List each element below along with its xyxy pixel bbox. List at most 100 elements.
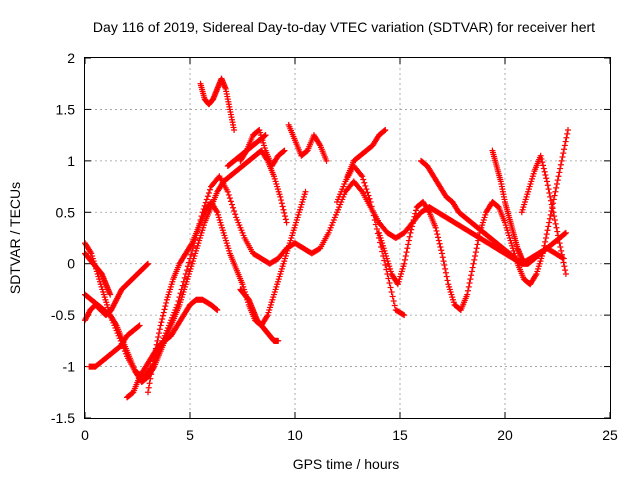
data-point [465,283,472,290]
series-2 [82,147,290,385]
data-point [553,224,560,231]
data-point [469,264,476,271]
data-point [553,184,560,191]
data-point [156,326,163,333]
data-point [402,253,409,259]
data-point [361,179,368,186]
data-point [401,312,408,319]
data-point [543,175,550,182]
data-point [549,205,556,212]
data-point [435,234,442,241]
data-point [162,303,169,310]
data-point [405,237,412,244]
data-point [136,322,143,329]
data-point [408,226,415,233]
data-point [541,168,548,175]
data-point [444,277,451,284]
data-point [466,280,473,286]
data-point [554,228,561,235]
data-point [282,213,289,220]
data-point [405,241,412,248]
data-point [387,284,394,291]
data-point [406,233,413,240]
data-point [280,206,287,213]
data-point [231,208,238,214]
data-point [555,173,562,180]
data-point [227,198,234,205]
data-point [401,256,408,263]
data-point [547,197,554,204]
data-point [547,193,554,200]
data-point [562,138,569,145]
data-point [163,299,170,306]
data-point [202,199,209,206]
x-tick-label: 10 [287,427,303,443]
data-point [442,269,449,276]
data-point [152,345,159,352]
data-point [468,268,475,275]
y-tick-label: 2 [67,50,75,66]
data-point [556,169,563,176]
data-point [433,227,440,234]
data-point [476,233,483,240]
data-point [400,311,407,318]
series-3 [82,260,151,324]
data-point [442,265,449,272]
y-tick-label: 0 [67,256,75,272]
data-point [369,208,376,214]
data-point [471,256,478,263]
data-point [385,275,392,282]
data-point [561,263,568,270]
data-point [562,267,569,274]
data-point [275,337,282,344]
data-point [472,253,479,259]
data-point [411,213,418,220]
data-point [558,251,565,258]
grid-lines [85,58,610,418]
data-point [404,245,411,252]
data-point [546,190,553,196]
series-18 [518,152,569,277]
data-point [148,371,155,378]
series-10 [285,121,330,164]
data-point [281,209,288,216]
data-point [544,178,550,185]
data-point [183,267,190,274]
series-15 [376,127,571,313]
data-point [373,226,380,232]
data-point [546,219,553,226]
data-point [554,177,561,184]
data-point [435,237,442,244]
data-point [403,249,410,256]
data-point [550,196,557,203]
series-7 [145,188,309,396]
data-point [543,231,550,238]
data-point [143,262,150,268]
data-point [441,262,448,268]
data-point [156,330,163,337]
data-point [181,274,188,281]
data-point [148,366,155,373]
data-point [552,220,559,227]
y-tick-label: 1.5 [56,101,76,117]
data-point [205,190,212,196]
data-point [409,223,416,230]
data-point [149,362,156,369]
data-point [552,188,559,195]
series-16 [418,157,569,267]
data-point [557,244,564,250]
data-point [203,196,210,203]
data-point [523,260,529,267]
data-point [548,201,555,208]
data-point [226,195,233,202]
data-point [153,341,160,348]
data-point [368,203,375,210]
data-point [278,197,285,204]
data-point [144,261,151,268]
data-point [556,240,563,247]
data-point [230,204,237,211]
data-point [282,216,289,223]
data-point [360,176,367,183]
data-point [364,189,371,196]
